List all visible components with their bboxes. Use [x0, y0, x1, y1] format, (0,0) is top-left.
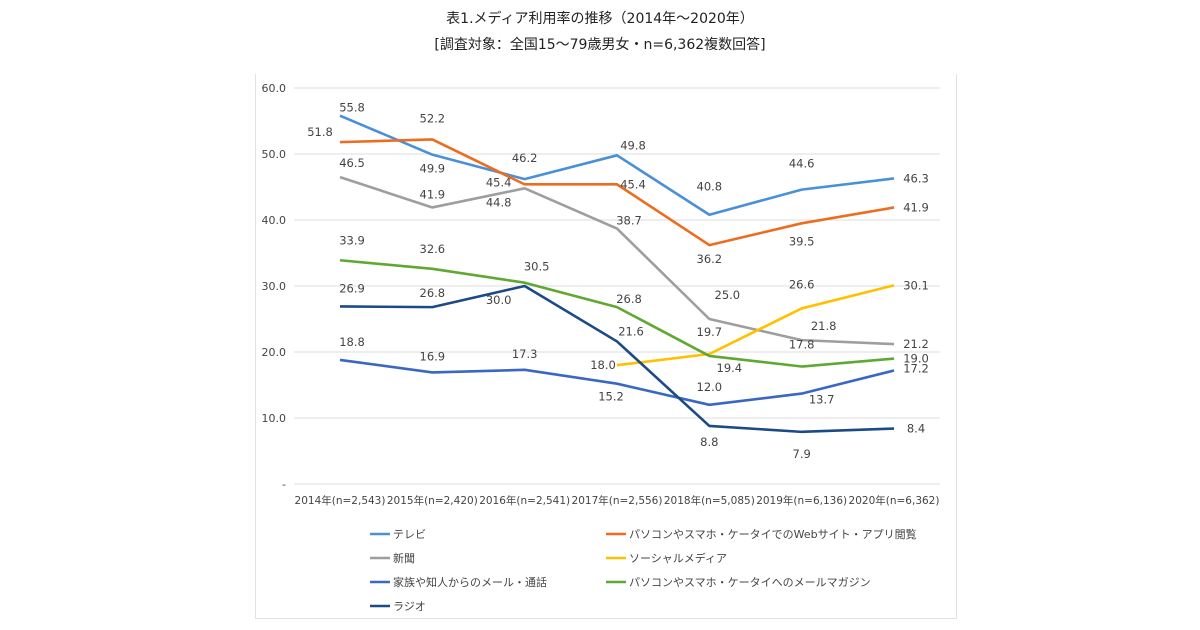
x-tick-label: 2014年(n=2,543): [295, 494, 386, 507]
data-label: 55.8: [339, 101, 365, 115]
data-label: 30.5: [524, 260, 550, 274]
data-label: 26.8: [420, 286, 446, 300]
data-label: 7.9: [793, 447, 811, 461]
data-label: 15.2: [598, 390, 624, 404]
series-lines: [339, 114, 895, 434]
data-label: 46.5: [339, 156, 365, 170]
legend-label: パソコンやスマホ・ケータイでのWebサイト・アプリ閲覧: [629, 527, 917, 541]
data-label: 21.6: [618, 324, 644, 338]
legend-label: ラジオ: [393, 600, 426, 613]
data-label: 32.6: [420, 242, 446, 256]
series-line: [616, 284, 895, 367]
data-label: 8.4: [907, 422, 925, 436]
data-label: 8.8: [700, 435, 718, 449]
chart-title: 表1.メディア利用率の推移（2014年～2020年）: [446, 11, 754, 27]
x-tick-label: 2016年(n=2,541): [479, 494, 570, 507]
y-tick-label: 10.0: [262, 412, 287, 425]
data-label: 17.2: [903, 361, 929, 375]
data-label: 26.8: [616, 292, 642, 306]
y-tick-label: 60.0: [262, 82, 287, 95]
x-axis-ticks: 2014年(n=2,543) 2015年(n=2,420) 2016年(n=2,54…: [295, 494, 940, 507]
data-label: 12.0: [697, 380, 723, 394]
data-label: 33.9: [339, 233, 365, 247]
x-tick-label: 2015年(n=2,420): [387, 494, 478, 507]
data-label: 26.9: [339, 281, 365, 295]
data-label: 44.8: [486, 195, 512, 209]
gridlines: [294, 87, 940, 485]
data-label: 30.0: [486, 293, 512, 307]
data-label: 40.8: [697, 180, 723, 194]
data-label: 19.0: [903, 352, 929, 366]
data-label: 38.7: [616, 214, 642, 228]
data-label: 52.2: [420, 111, 446, 125]
y-tick-label: -: [282, 478, 286, 491]
x-tick-label: 2017年(n=2,556): [572, 494, 663, 507]
data-label: 51.8: [307, 125, 333, 139]
data-label: 17.8: [789, 338, 815, 352]
y-tick-label: 40.0: [262, 214, 287, 227]
x-tick-label: 2018年(n=5,085): [664, 494, 755, 507]
legend-label: 家族や知人からのメール・通話: [393, 575, 547, 589]
x-tick-label: 2020年(n=6,362): [849, 494, 940, 507]
data-label: 25.0: [715, 288, 741, 302]
y-tick-label: 20.0: [262, 346, 287, 359]
data-label: 49.8: [620, 138, 646, 152]
data-label: 16.9: [420, 349, 446, 363]
data-label: 17.3: [512, 347, 538, 361]
data-label: 41.9: [903, 200, 929, 214]
data-label: 21.2: [903, 337, 929, 351]
legend-label: テレビ: [393, 528, 426, 541]
data-label: 41.9: [420, 187, 446, 201]
data-label: 39.5: [789, 234, 815, 248]
data-label: 36.2: [697, 252, 723, 266]
data-label: 46.3: [903, 171, 929, 185]
data-label: 13.7: [809, 393, 835, 407]
data-label: 21.8: [811, 319, 837, 333]
data-label: 19.7: [697, 325, 723, 339]
legend-label: 新聞: [393, 551, 415, 565]
data-label: 26.6: [789, 277, 815, 291]
legend-label: ソーシャルメディア: [629, 551, 727, 565]
data-label: 46.2: [512, 151, 538, 165]
data-label: 49.9: [420, 162, 446, 176]
data-label: 18.0: [590, 358, 616, 372]
y-tick-label: 50.0: [262, 148, 287, 161]
data-label: 30.1: [903, 278, 929, 292]
chart-area: [255, 74, 957, 619]
y-axis-ticks: 60.0 50.0 40.0 30.0 20.0 10.0 -: [262, 82, 287, 491]
x-tick-label: 2019年(n=6,136): [756, 494, 847, 507]
data-label: 45.4: [486, 175, 512, 189]
chart-subtitle: [調査対象：全国15～79歳男女・n=6,362複数回答]: [434, 37, 766, 53]
legend-label: パソコンやスマホ・ケータイへのメールマガジン: [629, 576, 871, 589]
data-label: 19.4: [717, 361, 743, 375]
y-tick-label: 30.0: [262, 280, 287, 293]
data-label: 44.6: [789, 157, 815, 171]
data-label: 18.8: [339, 335, 365, 349]
data-labels: 55.8 49.9 46.2 49.8 40.8 44.6 46.3 51.8 52.2 45.4…: [307, 101, 929, 461]
data-label: 45.4: [620, 177, 646, 191]
